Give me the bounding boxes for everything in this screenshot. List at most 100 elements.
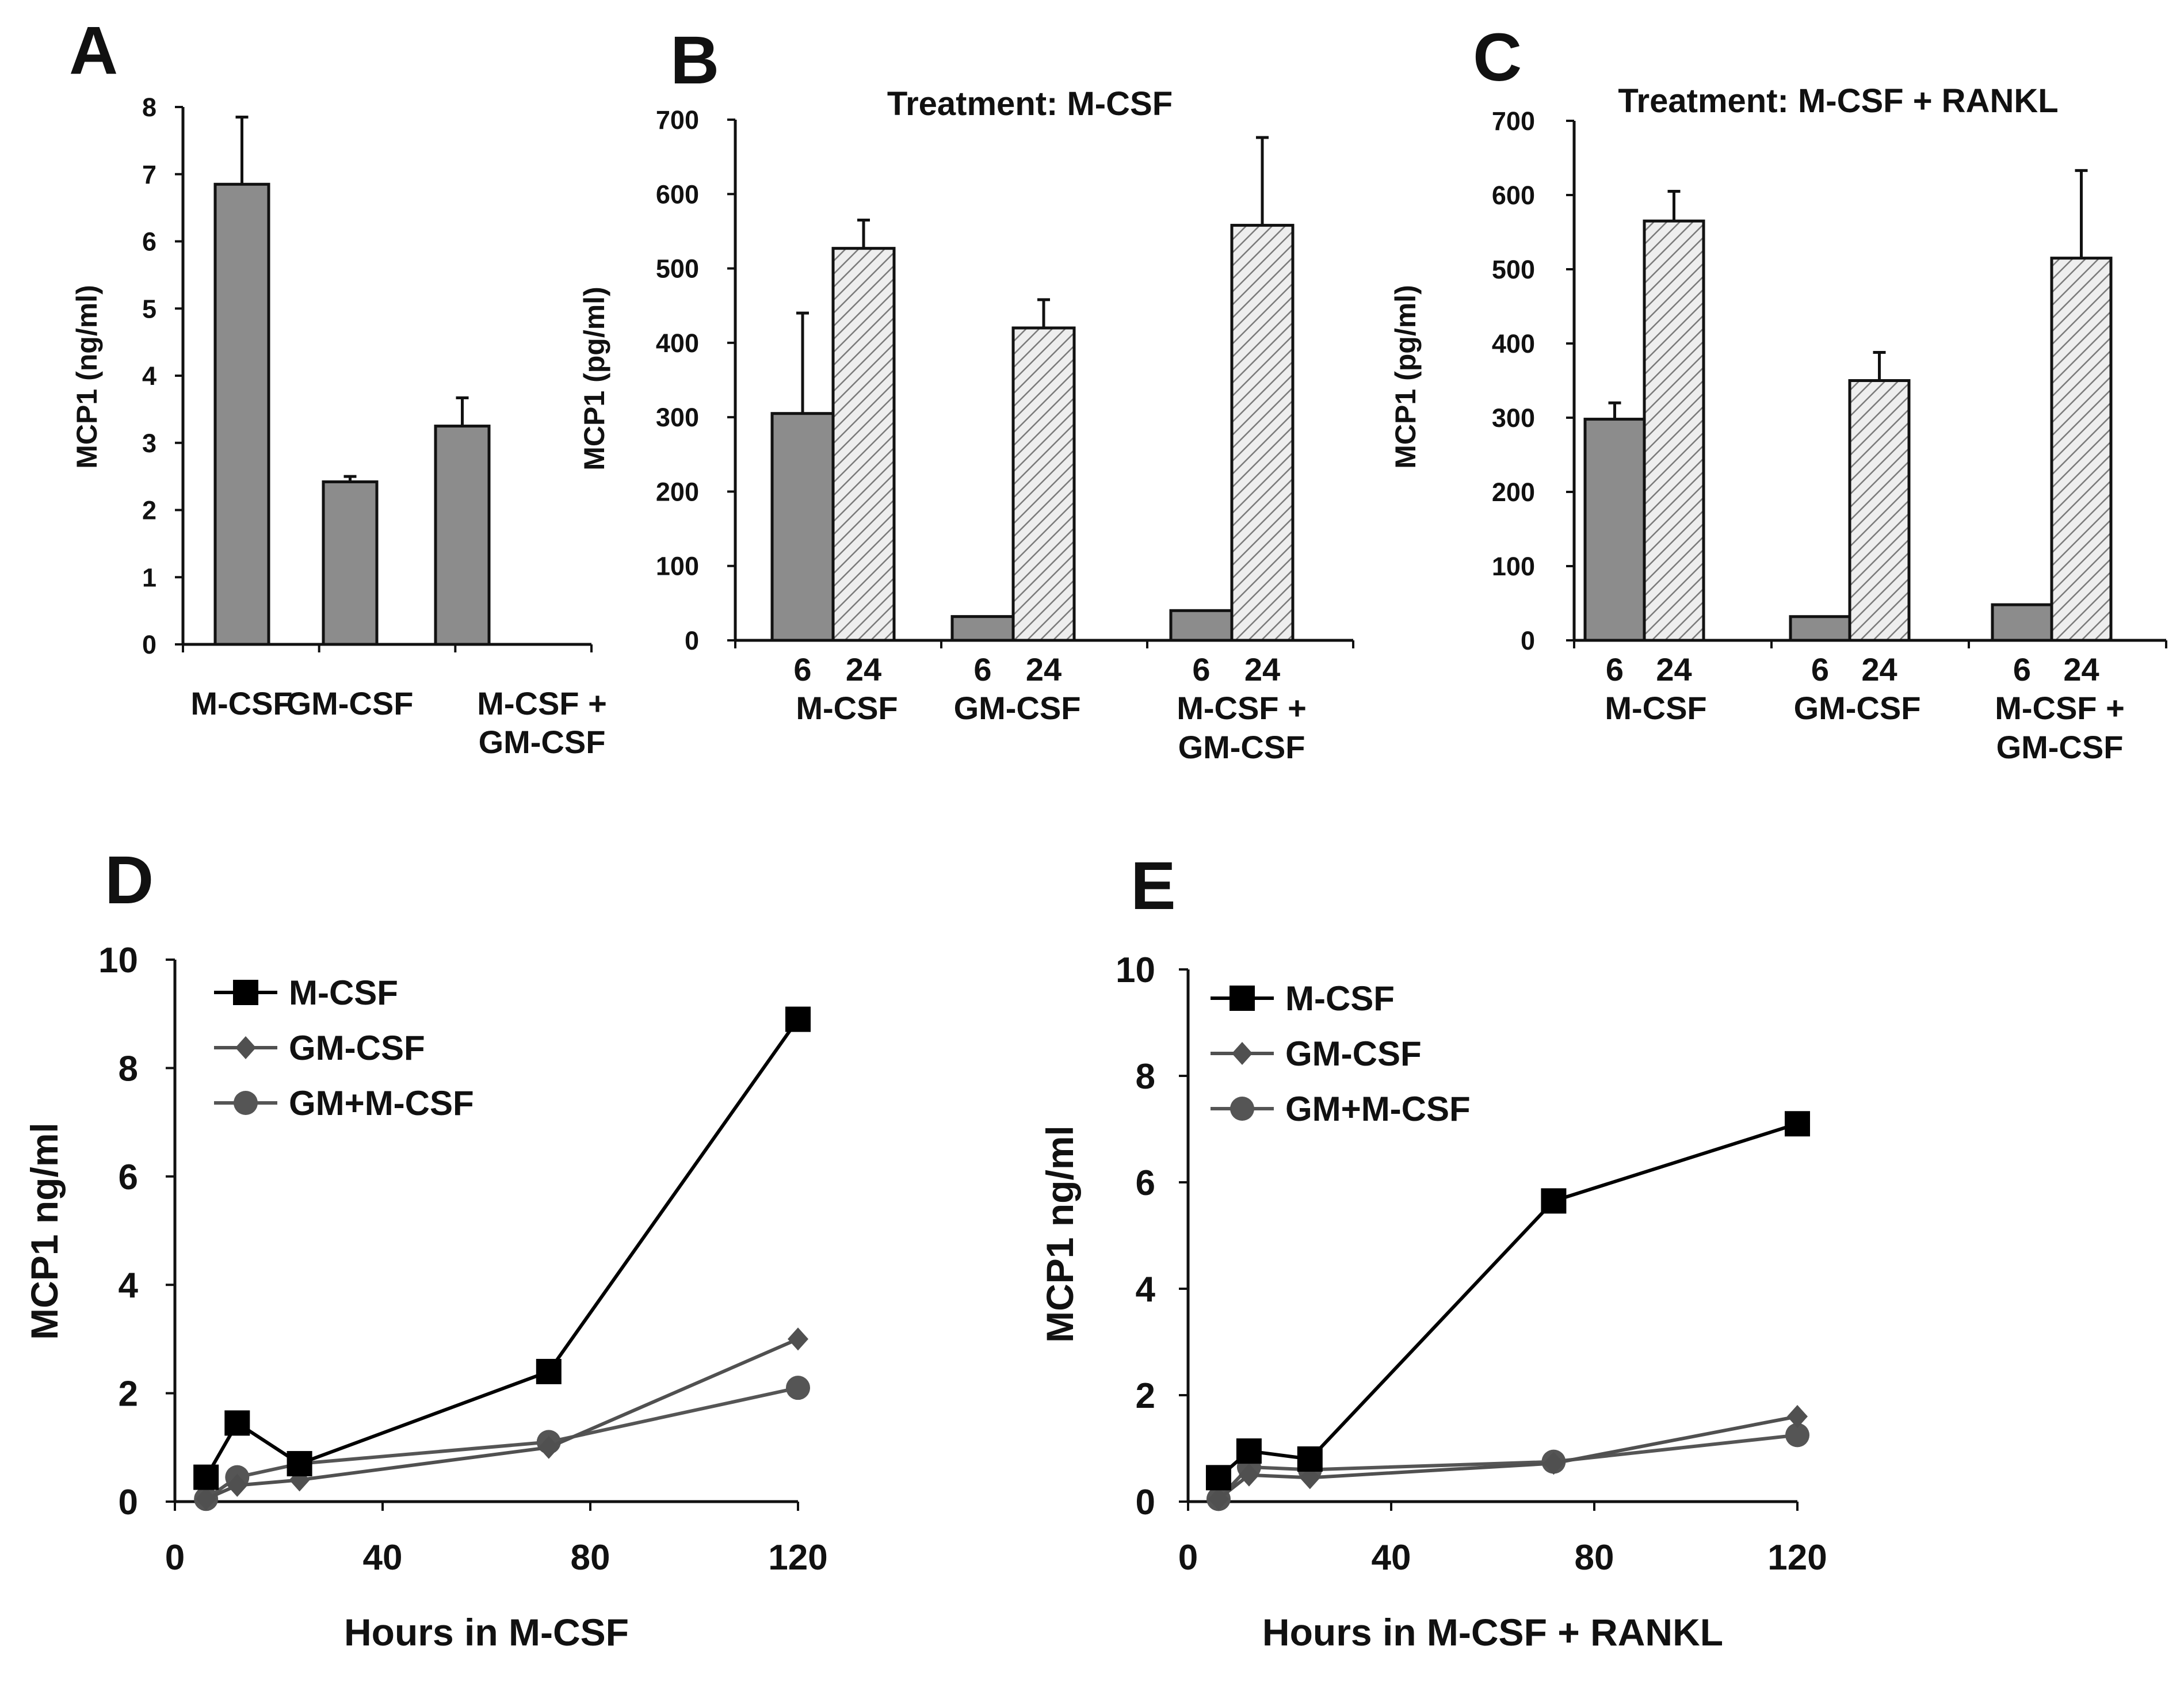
category-label: GM-CSF: [1178, 729, 1305, 765]
marker-square: [1785, 1111, 1810, 1137]
chart-title: Treatment: M-CSF: [887, 85, 1173, 123]
panel-e-chart: 0 2 4 6 8 10 0 40 80 120 Hours in M-CSF + RANKL MCP…: [1038, 950, 1827, 1654]
series-hour-label: 6: [973, 651, 991, 688]
y-tick-label: 8: [142, 93, 156, 122]
y-tick-label: 4: [142, 361, 156, 391]
marker-square: [287, 1451, 312, 1477]
marker-square: [1230, 986, 1255, 1011]
y-tick-label: 400: [656, 329, 699, 358]
marker-diamond: [196, 1487, 217, 1511]
y-tick-label: 600: [656, 180, 699, 209]
y-axis-label: MCP1 (ng/ml): [71, 285, 103, 468]
bar: [322, 480, 379, 646]
panel-letter-b: B: [670, 22, 719, 98]
marker-diamond: [1299, 1466, 1320, 1490]
series-hour-label: 6: [1811, 651, 1829, 688]
marker-square: [1297, 1446, 1323, 1472]
y-tick-label: 700: [1492, 106, 1535, 136]
category-label: M-CSF: [1605, 690, 1706, 726]
y-tick-label: 500: [656, 254, 699, 284]
x-tick-label: 80: [571, 1538, 610, 1578]
y-tick-label: 6: [142, 227, 156, 257]
x-tick-label: 40: [1372, 1538, 1411, 1578]
bar: [213, 182, 270, 646]
panel-d-chart: 0 2 4 6 8 10 0 40 80 120 Hours in M-CSF MCP1 ng/ml M…: [23, 941, 828, 1654]
x-tick-label: 120: [1767, 1538, 1827, 1578]
category-label: GM-CSF: [287, 685, 414, 721]
panel-c-chart: Treatment: M-CSF + RANKL MCP1 (pg/ml) 0 100…: [1389, 82, 2167, 765]
y-tick-label: 300: [1492, 403, 1535, 433]
marker-circle: [1785, 1423, 1809, 1448]
marker-square: [193, 1464, 219, 1490]
y-tick-label: 700: [656, 105, 699, 135]
marker-diamond: [788, 1327, 808, 1351]
bar: [950, 615, 1015, 642]
bar: [831, 247, 896, 642]
y-tick-label: 300: [656, 403, 699, 432]
marker-square: [1205, 1465, 1231, 1491]
y-tick-label: 500: [1492, 255, 1535, 284]
bar: [1169, 609, 1234, 642]
x-tick-label: 120: [768, 1538, 827, 1578]
category-label: GM-CSF: [479, 724, 606, 760]
bar: [1643, 219, 1705, 642]
x-tick-label: 80: [1575, 1538, 1614, 1578]
y-tick-label: 8: [119, 1049, 138, 1089]
bar: [770, 412, 835, 642]
y-tick-label: 10: [98, 941, 138, 980]
y-axis-label: MCP1 ng/ml: [23, 1122, 66, 1340]
legend-label: M-CSF: [289, 973, 398, 1012]
series-hour-label: 6: [1606, 651, 1624, 688]
bar: [1011, 326, 1076, 642]
legend-label: GM+M-CSF: [289, 1084, 474, 1122]
marker-diamond: [235, 1036, 256, 1059]
chart-title: Treatment: M-CSF + RANKL: [1618, 82, 2058, 120]
y-tick-label: 0: [685, 626, 699, 655]
series-hour-label: 24: [1861, 651, 1897, 688]
series-line: [1217, 1122, 1798, 1479]
y-tick-label: 600: [1492, 181, 1535, 210]
y-tick-label: 6: [1136, 1163, 1155, 1203]
bar: [2050, 257, 2113, 642]
legend-label: GM-CSF: [289, 1029, 425, 1067]
marker-square: [1541, 1188, 1567, 1214]
series-hour-label: 24: [846, 651, 881, 688]
category-label: GM-CSF: [1996, 729, 2124, 765]
y-tick-label: 5: [142, 294, 156, 323]
y-tick-label: 2: [142, 496, 156, 525]
y-tick-label: 7: [142, 160, 156, 189]
marker-diamond: [538, 1435, 559, 1459]
panel-b-chart: Treatment: M-CSF MCP1 (pg/ml) 0 100 200 300 40…: [578, 85, 1354, 765]
panel-letter-e: E: [1131, 848, 1176, 924]
y-tick-label: 6: [119, 1158, 138, 1197]
marker-circle: [786, 1376, 810, 1400]
y-tick-label: 200: [656, 477, 699, 506]
series-hour-label: 24: [1244, 651, 1280, 688]
y-tick-label: 10: [1116, 950, 1155, 990]
marker-diamond: [1543, 1452, 1564, 1475]
y-axis-label: MCP1 (pg/ml): [1389, 285, 1422, 468]
legend-label: GM+M-CSF: [1285, 1090, 1471, 1128]
y-tick-label: 0: [142, 630, 156, 659]
marker-circle: [1230, 1097, 1254, 1121]
y-tick-label: 400: [1492, 329, 1535, 358]
series-hour-label: 6: [2013, 651, 2031, 688]
y-tick-label: 4: [1136, 1270, 1156, 1309]
y-tick-label: 0: [1521, 626, 1535, 655]
y-axis-label: MCP1 ng/ml: [1038, 1125, 1081, 1343]
y-tick-label: 100: [1492, 552, 1535, 581]
bar: [1789, 615, 1851, 642]
category-label: M-CSF +: [1177, 690, 1307, 726]
series-hour-label: 24: [2063, 651, 2099, 688]
x-axis-label: Hours in M-CSF: [344, 1611, 629, 1654]
marker-circle: [234, 1091, 258, 1115]
panel-letter-a: A: [69, 13, 118, 89]
bar: [1583, 418, 1646, 642]
marker-diamond: [1232, 1042, 1253, 1065]
y-tick-label: 100: [656, 552, 699, 581]
category-label: GM-CSF: [1794, 690, 1921, 726]
category-label: GM-CSF: [954, 690, 1081, 726]
y-tick-label: 4: [119, 1266, 139, 1305]
